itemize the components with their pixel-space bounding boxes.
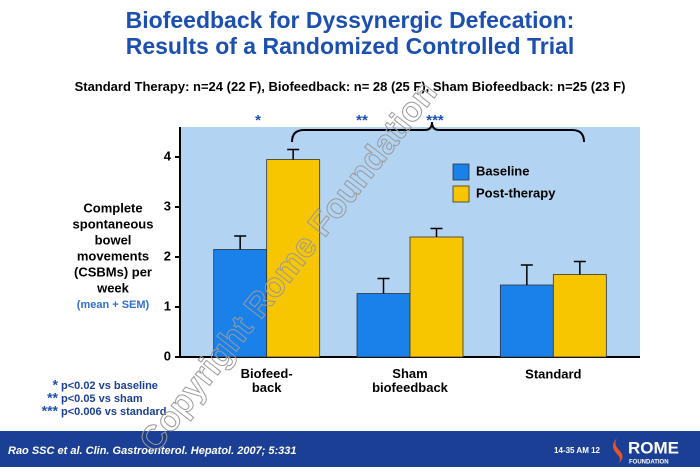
significance-mark: *** <box>426 112 444 129</box>
logo: ROME <box>628 438 679 457</box>
error-bar <box>377 277 390 294</box>
y-tick-label: 2 <box>164 248 171 263</box>
error-bar <box>430 227 443 237</box>
error-bar <box>234 235 247 250</box>
error-bar <box>520 264 533 285</box>
significance-mark: ** <box>356 112 368 129</box>
footnote-mark: *** <box>42 403 59 419</box>
y-axis-label: (CSBMs) per <box>74 264 152 279</box>
logo-sub: FOUNDATION <box>629 460 669 466</box>
footnote-text: p<0.05 vs sham <box>61 393 143 405</box>
bar <box>266 159 321 358</box>
error-bar <box>287 148 300 160</box>
y-axis-label: week <box>96 280 130 295</box>
y-axis-note: (mean + SEM) <box>77 299 150 311</box>
footer-bar <box>0 431 700 467</box>
x-tick-label: Sham biofeedback <box>372 366 449 395</box>
logo-flame <box>613 438 623 464</box>
footnote-mark: ** <box>47 390 58 406</box>
error-bar <box>573 260 586 275</box>
citation: Rao SSC et al. Clin. Gastroenterol. Hepa… <box>8 445 297 457</box>
x-tick-label: Standard <box>525 366 581 381</box>
subtitle: Standard Therapy: n=24 (22 F), Biofeedba… <box>75 79 626 94</box>
bar <box>499 284 554 358</box>
bar <box>213 249 268 358</box>
y-tick-label: 0 <box>164 348 171 363</box>
legend-label: Post-therapy <box>476 185 556 200</box>
footnote-text: p<0.02 vs baseline <box>61 380 158 392</box>
significance-bracket <box>291 121 585 143</box>
legend-swatch <box>452 163 470 181</box>
y-axis-label: bowel <box>95 232 132 247</box>
footnote-mark: * <box>53 377 59 393</box>
y-axis-label: movements <box>77 248 149 263</box>
title-line: Biofeedback for Dyssynergic Defecation: <box>126 7 575 33</box>
slide-number: 14-35 AM 12 <box>554 446 601 455</box>
y-tick-label: 4 <box>164 148 172 163</box>
y-tick-label: 1 <box>164 298 171 313</box>
footnote-text: p<0.006 vs standard <box>61 406 166 418</box>
y-tick-label: 3 <box>164 198 171 213</box>
legend-swatch <box>452 185 470 203</box>
bar <box>409 236 464 358</box>
y-axis-label: Complete <box>83 200 142 215</box>
title-line: Results of a Randomized Controlled Trial <box>126 33 575 59</box>
legend-label: Baseline <box>476 163 529 178</box>
significance-mark: * <box>255 112 261 129</box>
y-axis-label: spontaneous <box>73 216 154 231</box>
bar <box>552 274 607 358</box>
x-tick-label: Biofeed-back <box>241 366 293 395</box>
bar <box>356 293 411 358</box>
